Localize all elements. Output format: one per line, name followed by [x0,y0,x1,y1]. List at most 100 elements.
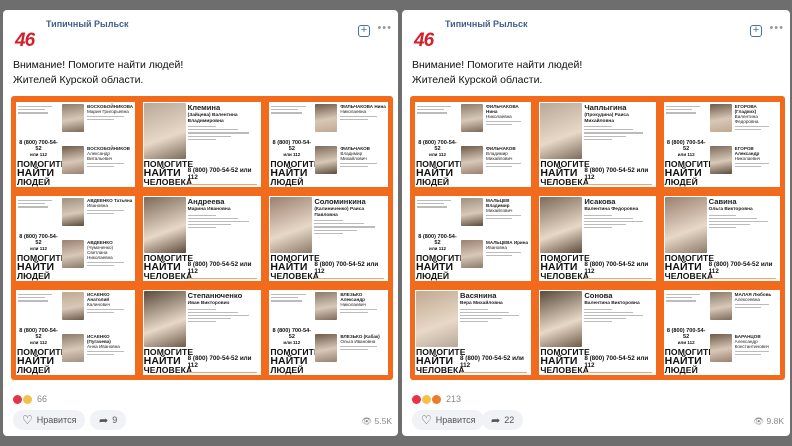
person-details: ВЛЕЗЬКО Александр Николаевич [340,292,386,314]
person-photo [143,291,186,347]
missing-person-poster[interactable]: Степанюченко Иван Викторович ПОМОГИТЕ НАЙ… [139,286,265,378]
like-button[interactable]: ♡ Нравится [13,410,86,430]
poster-grid: 8 (800) 700-54-52 или 112 ПОМОГИТЕ НАЙТИ ЛЮ… [410,96,785,380]
missing-person-poster[interactable]: Савина Ольга Викторовна ПОМОГИТЕ НАЙТИ ЧЕЛ… [660,192,783,284]
post-text-line: Жителей Курской области. [13,74,144,86]
person-details: Ольга Викторовна [708,207,778,229]
person-details: АВДЕЕНКО (Чумаченко) Светлана Николаевна [87,240,133,267]
missing-person-poster[interactable]: Андреева Марина Ивановна ПОМОГИТЕ НАЙТИ ЧЕ… [139,192,265,284]
like-button[interactable]: ♡ Нравится [412,410,485,430]
hotline-phone: 8 (800) 700-54-52 или 112 [418,140,457,157]
person-given-names: Калинович [87,302,110,307]
share-button[interactable]: ➦ 22 [482,410,524,430]
person-surname: Исакова [584,197,616,206]
person-surname: АВДЕЕНКО Татьяна [87,198,133,203]
missing-person-poster[interactable]: Клемина (Зайцева) Валентина Владимировна… [139,98,265,190]
person-given-names: Марина Ивановна [187,207,231,212]
person-photo [461,104,483,132]
missing-person-poster[interactable]: Чаплыгина (Прокудина) Раиса Михайловна П… [536,98,659,190]
hotline-phone: 8 (800) 700-54-52 или 112 [187,167,252,181]
person-details: ИСАЕНКО (Пугачева) Анна Ивановна [87,334,133,356]
person-surname: ВОСКОБОЙНИКОВА [87,104,134,109]
missing-person-poster[interactable]: 8 (800) 700-54-52 или 112 ПОМОГИТЕ НАЙТИ ЛЮ… [13,286,138,378]
hotline-phone: 8 (800) 700-54-52 или 112 [418,234,457,251]
hotline-phone: 8 (800) 700-54-52 или 112 [19,140,58,157]
reactions-summary[interactable]: 213 [412,394,461,404]
missing-person-poster[interactable]: 8 (800) 700-54-52 или 112 ПОМОГИТЕ НАЙТИ ЛЮ… [660,286,783,378]
community-name-link[interactable]: Типичный Рыльск [445,19,528,29]
reaction-heart-icon [412,394,421,404]
person-details: Валентина Федоровна [584,207,653,229]
vk-post: 46 Типичный Рыльск + ••• Внимание! Помог… [3,10,398,436]
poster-grid: 8 (800) 700-54-52 или 112 ПОМОГИТЕ НАЙТИ ЛЮ… [11,96,393,380]
person-given-names: (Прокудина) Раиса Михайловна [584,113,629,124]
community-logo[interactable]: 46 [15,30,35,51]
help-find-people-heading: ПОМОГИТЕ НАЙТИ ЛЮДЕЙ [17,158,67,187]
missing-person-poster[interactable]: Васянина Вера Михайловна ПОМОГИТЕ НАЙТИ ЧЕ… [412,286,535,378]
missing-person-poster[interactable]: Соломинкина (Калиниченко) Раиса Павловна… [266,192,391,284]
help-find-people-heading: ПОМОГИТЕ НАЙТИ ЛЮДЕЙ [270,158,320,187]
person-photo [461,146,483,174]
person-photo [62,240,84,268]
person-surname: Савина [708,197,737,206]
more-options-icon[interactable]: ••• [769,22,784,34]
help-find-person-heading: ПОМОГИТЕ НАЙТИ ЧЕЛОВЕКА [664,252,715,281]
poster-location-text [417,104,455,114]
more-options-icon[interactable]: ••• [377,22,392,34]
person-surname: ФИЛЬЧАКОВА Нина [340,104,386,109]
help-find-person-heading: ПОМОГИТЕ НАЙТИ ЧЕЛОВЕКА [270,252,320,281]
person-surname: ФИЛЬЧАКОВА Нина [486,104,519,114]
missing-person-poster[interactable]: 8 (800) 700-54-52 или 112 ПОМОГИТЕ НАЙТИ ЛЮ… [266,286,391,378]
reactions-count: 66 [37,394,48,404]
vk-post: 46 Типичный Рыльск + ••• Внимание! Помог… [402,10,790,436]
missing-person-poster[interactable]: 8 (800) 700-54-52 или 112 ПОМОГИТЕ НАЙТИ ЛЮ… [660,98,783,190]
person-details: ФИЛЬЧАКОВ Владимир Михайлович [486,146,529,168]
person-photo [540,197,583,253]
person-given-names: Александр Константинович [734,339,770,349]
missing-person-poster[interactable]: 8 (800) 700-54-52 или 112 ПОМОГИТЕ НАЙТИ ЛЮ… [266,98,391,190]
person-photo [143,197,186,253]
person-details: ВЛЕЗЬКО (Кабак) Ольга Ивановна [340,334,386,351]
help-find-person-heading: ПОМОГИТЕ НАЙТИ ЧЕЛОВЕКА [540,252,590,281]
help-find-people-heading: ПОМОГИТЕ НАЙТИ ЛЮДЕЙ [270,346,320,375]
missing-person-poster[interactable]: Исакова Валентина Федоровна ПОМОГИТЕ НАЙТ… [536,192,659,284]
person-surname: Клемина [187,103,221,112]
missing-person-poster[interactable]: 8 (800) 700-54-52 или 112 ПОМОГИТЕ НАЙТИ ЛЮ… [13,98,138,190]
subscribe-plus-icon[interactable]: + [358,25,370,37]
missing-person-poster[interactable]: Сонова Валентина Викторовна ПОМОГИТЕ НАЙТ… [536,286,659,378]
person-surname: ВЛЕЗЬКО (Кабак) [340,334,380,339]
post-text-line: Внимание! Помогите найти людей! [412,59,583,71]
person-given-names: Николаевич [340,302,366,307]
person-surname: Васянина [460,291,497,300]
help-find-people-heading: ПОМОГИТЕ НАЙТИ ЛЮДЕЙ [17,346,67,375]
person-photo [709,334,732,362]
missing-person-poster[interactable]: 8 (800) 700-54-52 или 112 ПОМОГИТЕ НАЙТИ ЛЮ… [412,192,535,284]
person-given-names: Ивановна [486,245,507,250]
person-given-names: Иван Викторович [187,301,230,306]
person-surname: МАЛЬЦЕВ Владимир [486,198,510,208]
person-given-names: Валентина Викторовна [584,301,640,306]
person-surname: ЕГОРОВ Александр [734,146,760,156]
community-name-link[interactable]: Типичный Рыльск [46,19,129,29]
person-details: Валентина Викторовна [584,301,653,323]
person-given-names: Алексеевна [734,297,760,302]
hotline-phone: 8 (800) 700-54-52 или 112 [666,328,706,345]
hotline-phone: 8 (800) 700-54-52 или 112 [187,261,252,275]
community-logo[interactable]: 46 [414,30,434,51]
person-surname: ЕГОРОВА (Гладких) [734,104,757,114]
person-given-names: Николаевич [734,156,761,161]
missing-person-poster[interactable]: 8 (800) 700-54-52 или 112 ПОМОГИТЕ НАЙТИ ЛЮ… [412,98,535,190]
poster-location-text [18,198,56,208]
missing-person-poster[interactable]: 8 (800) 700-54-52 или 112 ПОМОГИТЕ НАЙТИ ЛЮ… [13,192,138,284]
person-given-names: Владимир Михайлович [340,151,367,161]
person-given-names: Мария Григорьевна [87,109,129,114]
person-surname: ИСАЕНКО Анатолий [87,292,110,302]
share-button[interactable]: ➦ 9 [90,410,127,430]
help-find-person-heading: ПОМОГИТЕ НАЙТИ ЧЕЛОВЕКА [143,346,194,375]
reactions-summary[interactable]: 66 [13,394,47,404]
person-surname: Сонова [584,291,613,300]
views-counter: 👁 5.5K [361,416,392,427]
subscribe-plus-icon[interactable]: + [750,25,762,37]
person-photo [62,146,84,174]
person-given-names: Владимир Михайлович [486,151,513,161]
